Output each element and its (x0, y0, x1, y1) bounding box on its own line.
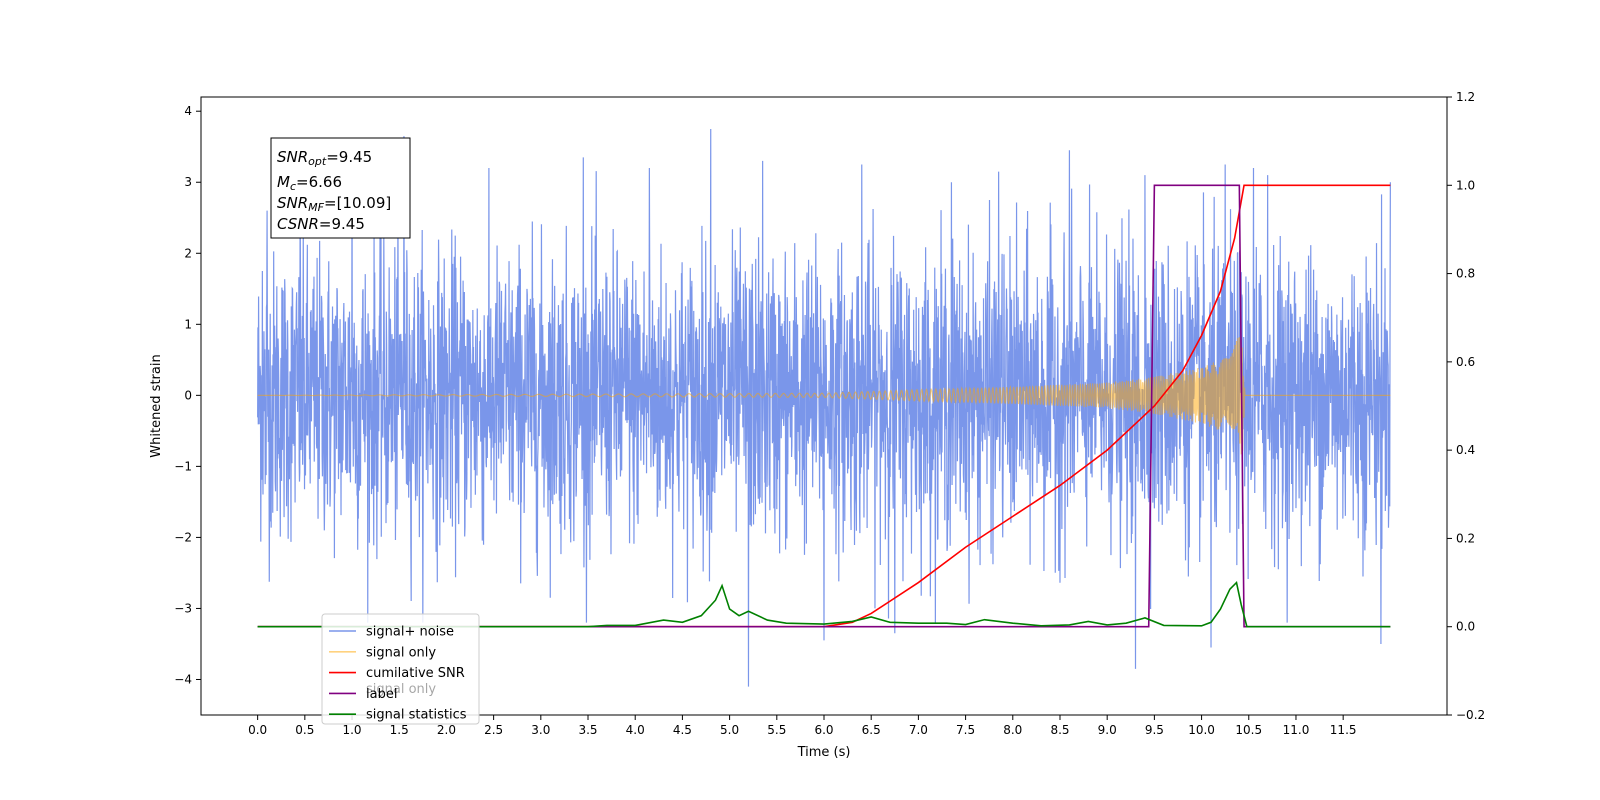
x-tick-label: 2.0 (437, 723, 456, 737)
x-tick-label: 7.5 (956, 723, 975, 737)
annotation-csnr: CSNR=9.45 (277, 215, 365, 233)
y-tick-label-right: 0.0 (1456, 620, 1475, 634)
annotation-mc: Mc=6.66 (277, 173, 342, 193)
y-tick-label-right: −0.2 (1456, 708, 1485, 722)
series-line-signal-only (257, 337, 1391, 455)
x-tick-label: 5.5 (767, 723, 786, 737)
x-tick-label: 0.5 (295, 723, 314, 737)
x-tick-label: 9.5 (1145, 723, 1164, 737)
legend-entry: signal+ noise (366, 625, 454, 640)
y-axis-label: Whitened strain (149, 354, 164, 457)
y-tick-label-left: −4 (174, 672, 192, 686)
y-tick-label-right: 0.8 (1456, 267, 1475, 281)
x-tick-label: 2.5 (484, 723, 503, 737)
x-tick-label: 6.5 (862, 723, 881, 737)
x-tick-label: 11.0 (1283, 723, 1310, 737)
x-tick-label: 10.0 (1188, 723, 1215, 737)
series-line-signal-noise (257, 128, 1391, 687)
x-tick-label: 0.0 (248, 723, 267, 737)
y-axis-right: −0.2 0.0 0.2 0.4 0.6 0.8 1.0 1.2 (1447, 90, 1485, 722)
y-tick-label-left: −3 (174, 601, 192, 615)
y-tick-label-right: 0.2 (1456, 531, 1475, 545)
x-tick-label: 4.0 (626, 723, 645, 737)
x-tick-label: 8.0 (1003, 723, 1022, 737)
x-tick-label: 5.0 (720, 723, 739, 737)
y-axis-left: −4 −3 −2 −1 0 1 2 3 4 (174, 104, 201, 686)
y-tick-label-left: 2 (184, 246, 192, 260)
y-tick-label-left: 1 (184, 317, 192, 331)
x-axis: 0.0 0.5 1.0 1.5 2.0 2.5 3.0 3.5 4.0 4.5 5.0 5.5 6.0 6… (248, 715, 1357, 737)
y-tick-label-left: 0 (184, 388, 192, 402)
annotation-snr-mf: SNRMF=[10.09] (277, 194, 391, 214)
y-tick-label-left: 4 (184, 104, 192, 118)
x-tick-label: 1.0 (342, 723, 361, 737)
x-tick-label: 3.0 (531, 723, 550, 737)
series-line-signal-statistics (257, 580, 1391, 628)
legend-entry: cumilative SNR (366, 666, 465, 681)
x-tick-label: 6.0 (814, 723, 833, 737)
x-tick-label: 3.5 (578, 723, 597, 737)
y-tick-label-right: 0.4 (1456, 443, 1475, 457)
y-tick-label-left: −2 (174, 530, 192, 544)
x-tick-label: 7.0 (909, 723, 928, 737)
legend-entry: signal statistics (366, 708, 467, 723)
legend-entry: signal only (366, 645, 436, 660)
x-axis-label: Time (s) (797, 745, 851, 760)
y-tick-label-right: 0.6 (1456, 355, 1475, 369)
y-tick-label-right: 1.0 (1456, 178, 1475, 192)
x-tick-label: 8.5 (1050, 723, 1069, 737)
x-tick-label: 11.5 (1330, 723, 1357, 737)
x-tick-label: 1.5 (390, 723, 409, 737)
y-tick-label-right: 1.2 (1456, 90, 1475, 104)
legend-ghost-text: signal only (366, 682, 436, 697)
y-tick-label-left: −1 (174, 459, 192, 473)
x-tick-label: 9.0 (1098, 723, 1117, 737)
legend-entry: label (366, 687, 397, 702)
series-line-cumulative-snr (257, 184, 1391, 628)
x-tick-label: 4.5 (673, 723, 692, 737)
x-tick-label: 10.5 (1235, 723, 1262, 737)
annotation-box: SNRopt=9.45 Mc=6.66 SNRMF=[10.09] CSNR=9… (270, 137, 411, 239)
y-tick-label-left: 3 (184, 175, 192, 189)
series-layer (257, 128, 1391, 687)
annotation-snr-opt: SNRopt=9.45 (277, 148, 372, 168)
